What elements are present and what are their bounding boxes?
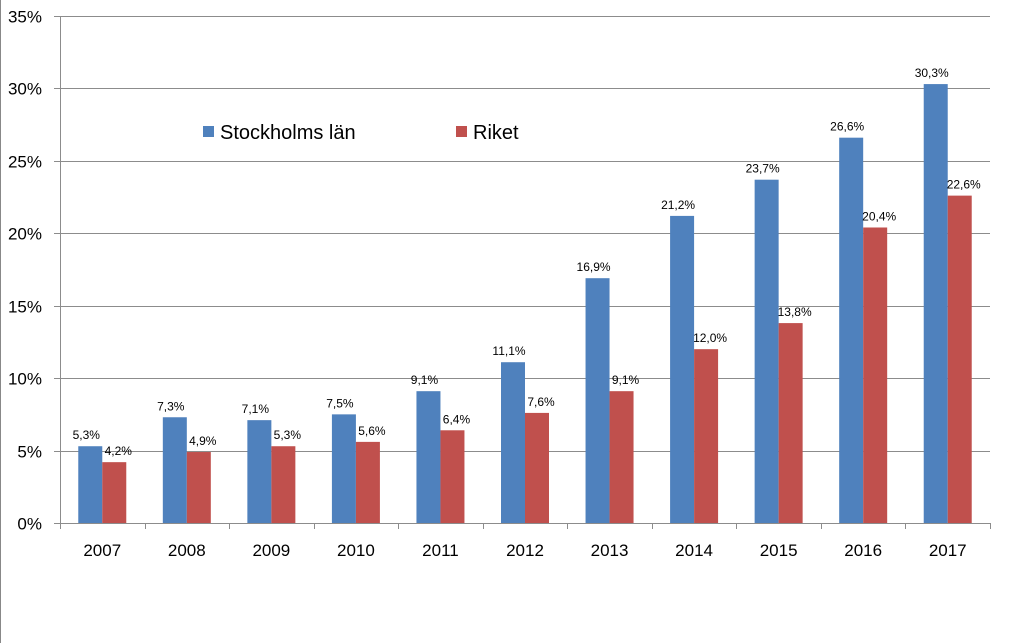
bar-riket [947, 195, 972, 523]
x-axis-tick-labels: 2007 2008 2009 2010 2011 2012 2013 2014 2015 2016… [83, 541, 966, 560]
bar-stockholms-lan [754, 179, 779, 523]
data-label: 16,9% [577, 260, 611, 274]
legend-label: Riket [473, 122, 519, 144]
data-label: 30,3% [915, 66, 949, 80]
bar-stockholms-lan [78, 446, 103, 523]
y-tick-label: 10% [8, 370, 42, 389]
data-label: 6,4% [443, 412, 471, 426]
x-tick-label: 2011 [422, 541, 459, 560]
data-label: 5,6% [358, 424, 386, 438]
legend-swatch [203, 126, 214, 137]
data-label: 7,1% [242, 402, 270, 416]
x-tick-label: 2009 [252, 541, 290, 560]
bars [78, 84, 972, 523]
bar-riket [525, 412, 549, 523]
y-tick-label: 30% [8, 80, 42, 99]
y-tick-label: 15% [8, 298, 42, 317]
bar-stockholms-lan [923, 84, 948, 523]
bar-stockholms-lan [416, 391, 441, 523]
legend: Stockholms län Riket [203, 122, 519, 144]
data-label: 12,0% [693, 331, 727, 345]
y-axis-tick-labels: 0% 5% 10% 15% 20% 25% 30% 35% [8, 8, 42, 534]
y-tick-label: 25% [8, 153, 42, 172]
data-label: 9,1% [411, 373, 439, 387]
bar-riket [355, 441, 380, 523]
data-label: 20,4% [862, 209, 896, 223]
bar-riket [271, 446, 296, 523]
bar-stockholms-lan [331, 414, 356, 523]
data-label: 11,1% [492, 344, 525, 358]
y-tick-label: 5% [17, 443, 42, 462]
bar-riket [778, 323, 803, 523]
bar-riket [694, 349, 719, 523]
x-tick-label: 2014 [675, 541, 713, 560]
data-label: 4,2% [105, 444, 133, 458]
y-tick-label: 35% [8, 8, 42, 27]
axes [54, 16, 991, 529]
x-tick-label: 2013 [591, 541, 629, 560]
x-tick-label: 2008 [168, 541, 206, 560]
bar-stockholms-lan [585, 278, 610, 523]
y-tick-label: 20% [8, 225, 42, 244]
data-label: 7,6% [527, 395, 555, 409]
data-label: 5,3% [73, 428, 101, 442]
data-label: 7,3% [157, 399, 185, 413]
bar-riket [102, 462, 127, 523]
bar-riket [863, 227, 888, 523]
x-tick-label: 2007 [83, 541, 121, 560]
bar-riket [609, 391, 634, 523]
x-tick-label: 2015 [760, 541, 798, 560]
legend-swatch [456, 126, 467, 137]
x-tick-label: 2012 [506, 541, 544, 560]
bar-stockholms-lan [162, 417, 187, 523]
y-tick-label: 0% [17, 515, 42, 534]
data-label: 22,6% [947, 178, 981, 192]
data-label: 26,6% [830, 120, 864, 134]
data-label: 4,9% [189, 434, 217, 448]
data-label: 23,7% [746, 162, 780, 176]
x-tick-label: 2010 [337, 541, 375, 560]
data-label: 7,5% [326, 396, 354, 410]
x-tick-label: 2017 [929, 541, 967, 560]
x-tick-label: 2016 [844, 541, 882, 560]
data-label: 5,3% [274, 428, 302, 442]
data-label: 9,1% [612, 373, 640, 387]
data-label: 13,8% [778, 305, 812, 319]
legend-label: Stockholms län [220, 122, 356, 144]
bar-stockholms-lan [670, 215, 695, 523]
data-label: 21,2% [661, 198, 695, 212]
bar-stockholms-lan [501, 362, 525, 523]
data-labels: 5,3% 7,3% 7,1% 7,5% 9,1% 11,1% 16,9% 21,2% 23,7%… [73, 66, 981, 458]
bar-riket [186, 452, 211, 523]
bar-stockholms-lan [839, 137, 864, 523]
bar-riket [440, 430, 465, 523]
bar-stockholms-lan [247, 420, 272, 523]
